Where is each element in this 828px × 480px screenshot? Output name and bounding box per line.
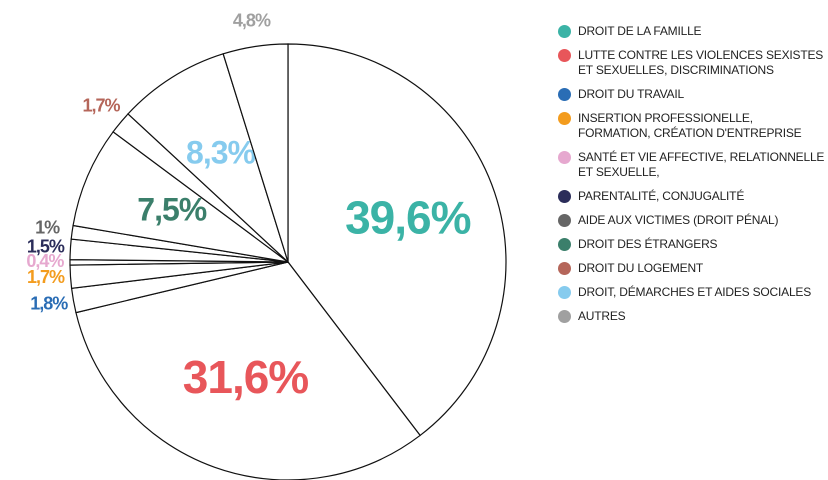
value-label: 1,7% bbox=[83, 95, 121, 115]
value-label: 0,4% bbox=[26, 251, 64, 271]
legend-item: AUTRES bbox=[558, 309, 826, 324]
legend-swatch bbox=[558, 214, 571, 227]
value-label: 1,7% bbox=[27, 267, 65, 287]
chart: 39,6%31,6%1,8%1,7%0,4%1,5%1% 7,5%1,7%8,3%… bbox=[26, 10, 507, 480]
legend-item: PARENTALITÉ, CONJUGALITÉ bbox=[558, 189, 826, 204]
legend-label: LUTTE CONTRE LES VIOLENCES SEXISTES ET S… bbox=[578, 48, 824, 77]
pie-slice bbox=[75, 261, 421, 480]
legend-item: SANTÉ ET VIE AFFECTIVE, RELATIONNELLE ET… bbox=[558, 150, 826, 180]
legend-item: DROIT DES ÉTRANGERS bbox=[558, 237, 826, 252]
legend-swatch bbox=[558, 310, 571, 323]
legend-label: DROIT DES ÉTRANGERS bbox=[578, 237, 718, 251]
legend-label: INSERTION PROFESSIONELLE, FORMATION, CRÉ… bbox=[578, 111, 802, 140]
legend-item: DROIT, DÉMARCHES ET AIDES SOCIALES bbox=[558, 285, 826, 300]
pie-slice bbox=[287, 43, 507, 437]
legend: DROIT DE LA FAMILLE LUTTE CONTRE LES VIOL… bbox=[558, 24, 826, 324]
legend-item: AIDE AUX VICTIMES (DROIT PÉNAL) bbox=[558, 213, 826, 228]
legend-swatch bbox=[558, 151, 571, 164]
value-label: 39,6% bbox=[345, 192, 471, 244]
value-label: 1% bbox=[35, 218, 60, 238]
value-label: 31,6% bbox=[183, 351, 309, 403]
pie-slice bbox=[127, 53, 290, 264]
legend-label: PARENTALITÉ, CONJUGALITÉ bbox=[578, 189, 745, 203]
value-label: 1,8% bbox=[30, 294, 68, 314]
pie-slice bbox=[222, 43, 289, 263]
value-label: 4,8% bbox=[233, 10, 271, 30]
legend-label: AIDE AUX VICTIMES (DROIT PÉNAL) bbox=[578, 213, 779, 227]
legend-item: DROIT DE LA FAMILLE bbox=[558, 24, 826, 39]
legend-label: DROIT DU LOGEMENT bbox=[578, 261, 704, 275]
legend-swatch bbox=[558, 190, 571, 203]
value-label: 1,5% bbox=[27, 237, 65, 257]
value-label: 7,5% bbox=[137, 192, 206, 228]
legend-swatch bbox=[558, 262, 571, 275]
legend-swatch bbox=[558, 238, 571, 251]
legend-item: LUTTE CONTRE LES VIOLENCES SEXISTES ET S… bbox=[558, 48, 826, 78]
value-label: 8,3% bbox=[186, 135, 255, 171]
legend-item: DROIT DU TRAVAIL bbox=[558, 87, 826, 102]
legend-label: DROIT DU TRAVAIL bbox=[578, 87, 684, 101]
legend-label: AUTRES bbox=[578, 309, 626, 323]
legend-item: INSERTION PROFESSIONELLE, FORMATION, CRÉ… bbox=[558, 111, 826, 141]
legend-swatch bbox=[558, 112, 571, 125]
legend-swatch bbox=[558, 88, 571, 101]
pie-slice bbox=[72, 130, 289, 263]
legend-label: SANTÉ ET VIE AFFECTIVE, RELATIONNELLE ET… bbox=[578, 150, 825, 179]
legend-swatch bbox=[558, 49, 571, 62]
legend-swatch bbox=[558, 25, 571, 38]
legend-label: DROIT, DÉMARCHES ET AIDES SOCIALES bbox=[578, 285, 812, 299]
legend-item: DROIT DU LOGEMENT bbox=[558, 261, 826, 276]
legend-label: DROIT DE LA FAMILLE bbox=[578, 24, 702, 38]
legend-swatch bbox=[558, 286, 571, 299]
